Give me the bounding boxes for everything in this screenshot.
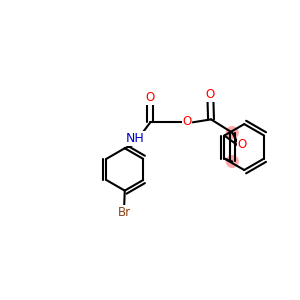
Circle shape — [226, 127, 238, 139]
Text: O: O — [206, 88, 215, 101]
Circle shape — [226, 156, 238, 167]
Text: O: O — [146, 92, 155, 104]
Text: O: O — [238, 139, 247, 152]
Text: NH: NH — [126, 132, 144, 145]
Text: O: O — [182, 115, 191, 128]
Text: Br: Br — [118, 206, 131, 219]
